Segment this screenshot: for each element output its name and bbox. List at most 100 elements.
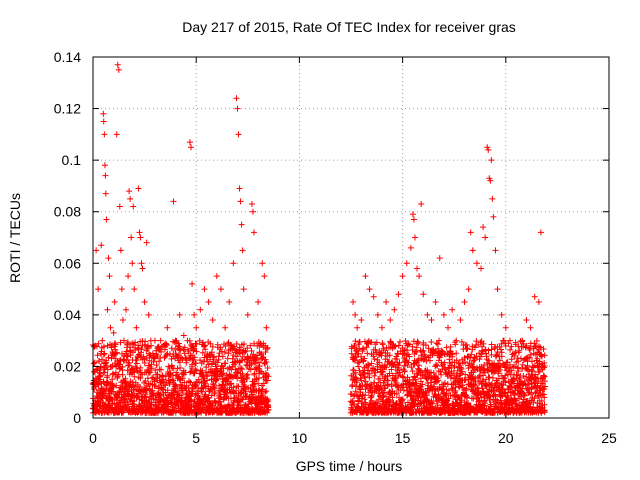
data-point (399, 273, 406, 280)
data-point (480, 340, 487, 347)
data-point (97, 373, 104, 380)
data-point (409, 211, 416, 218)
data-point (407, 244, 414, 251)
data-point (391, 377, 398, 384)
data-point (213, 377, 220, 384)
data-point (183, 359, 190, 366)
y-axis-label: ROTI / TECUs (7, 193, 23, 283)
data-point (360, 345, 367, 352)
data-point (396, 359, 403, 366)
x-tick-label: 0 (89, 430, 97, 446)
data-point (379, 368, 386, 375)
data-point (403, 260, 410, 267)
data-point (265, 373, 272, 380)
data-point (188, 363, 195, 370)
data-point (432, 361, 439, 368)
data-point (519, 366, 526, 373)
data-point (441, 359, 448, 366)
data-point (187, 139, 194, 146)
data-point (375, 396, 382, 403)
data-point (255, 387, 262, 394)
data-point (93, 377, 100, 384)
data-point (419, 372, 426, 379)
data-point (383, 364, 390, 371)
data-point (452, 387, 459, 394)
data-point (94, 352, 101, 359)
data-point (537, 229, 544, 236)
y-tick-label: 0.02 (54, 358, 81, 374)
data-point (170, 377, 177, 384)
data-point (112, 350, 119, 357)
data-point (488, 351, 495, 358)
data-point (227, 380, 234, 387)
data-point (409, 343, 416, 350)
data-point (436, 337, 443, 344)
data-point (453, 337, 460, 344)
data-point (116, 203, 123, 210)
data-point (491, 406, 498, 413)
data-point (396, 369, 403, 376)
data-point (515, 358, 522, 365)
data-point (386, 370, 393, 377)
data-point (260, 380, 267, 387)
data-point (378, 406, 385, 413)
data-point (119, 371, 126, 378)
data-point (204, 377, 211, 384)
data-point (159, 372, 166, 379)
data-point (469, 247, 476, 254)
data-point (399, 373, 406, 380)
data-point (392, 343, 399, 350)
data-point (428, 375, 435, 382)
data-point (368, 360, 375, 367)
data-point (145, 311, 152, 318)
data-point (502, 372, 509, 379)
data-point (400, 387, 407, 394)
data-point (442, 380, 449, 387)
data-point (219, 370, 226, 377)
data-point (482, 400, 489, 407)
data-point (262, 349, 269, 356)
data-point (372, 346, 379, 353)
data-point (164, 387, 171, 394)
data-point (485, 146, 492, 153)
data-point (410, 216, 417, 223)
data-point (265, 398, 272, 405)
data-point (445, 401, 452, 408)
y-tick-label: 0.1 (62, 152, 82, 168)
data-point (127, 195, 134, 202)
data-point (383, 298, 390, 305)
data-point (186, 337, 193, 344)
data-point (471, 381, 478, 388)
data-point (393, 400, 400, 407)
data-point (253, 354, 260, 361)
data-point (415, 339, 422, 346)
data-point (222, 360, 229, 367)
data-point (420, 291, 427, 298)
data-point (177, 365, 184, 372)
x-tick-label: 20 (498, 430, 514, 446)
data-point (137, 234, 144, 241)
data-point (413, 348, 420, 355)
data-point (145, 343, 152, 350)
data-point (125, 273, 132, 280)
data-point (508, 384, 515, 391)
data-point (250, 229, 257, 236)
data-point (408, 364, 415, 371)
x-tick-label: 10 (292, 430, 308, 446)
data-point (352, 357, 359, 364)
data-point (459, 368, 466, 375)
data-point (454, 367, 461, 374)
data-point (498, 311, 505, 318)
data-point (516, 347, 523, 354)
data-point (410, 389, 417, 396)
data-point (264, 377, 271, 384)
data-point (371, 379, 378, 386)
data-point (238, 357, 245, 364)
data-point (378, 324, 385, 331)
data-point (125, 401, 132, 408)
data-point (492, 247, 499, 254)
data-point (479, 385, 486, 392)
data-point (168, 345, 175, 352)
data-point (226, 298, 233, 305)
data-point (382, 385, 389, 392)
